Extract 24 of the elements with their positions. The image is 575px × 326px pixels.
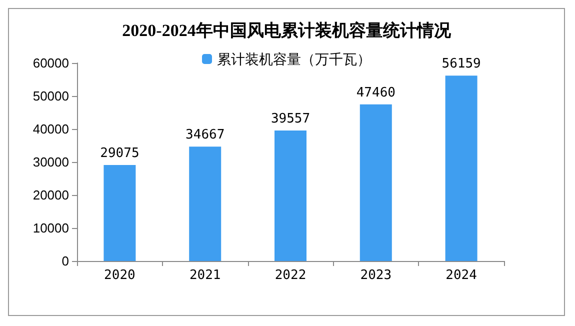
data-label: 34667: [186, 128, 225, 143]
chart-title: 2020-2024年中国风电累计装机容量统计情况: [122, 21, 452, 40]
bar: [360, 104, 392, 261]
data-label: 29075: [100, 146, 140, 162]
bar: [189, 146, 222, 261]
y-tick-label: 40000: [32, 122, 69, 136]
bar: [104, 165, 136, 261]
y-tick-label: 60000: [32, 56, 69, 70]
y-tick-label: 10000: [32, 220, 69, 236]
data-label: 56159: [442, 56, 481, 72]
y-tick-label: 50000: [32, 88, 69, 104]
bar: [445, 76, 478, 261]
x-tick-label: 2020: [104, 268, 136, 283]
x-tick-label: 2023: [360, 268, 392, 283]
y-tick-label: 30000: [32, 154, 69, 170]
legend-label: 累计装机容量（万千瓦）: [217, 51, 371, 67]
bar: [274, 130, 306, 261]
x-tick-label: 2021: [189, 268, 221, 283]
y-tick-label: 0: [62, 254, 69, 268]
x-tick-label: 2022: [274, 268, 306, 283]
y-tick-label: 20000: [32, 188, 69, 202]
x-tick-label: 2024: [446, 268, 478, 283]
data-label: 39557: [270, 111, 310, 126]
data-label: 47460: [356, 85, 396, 100]
